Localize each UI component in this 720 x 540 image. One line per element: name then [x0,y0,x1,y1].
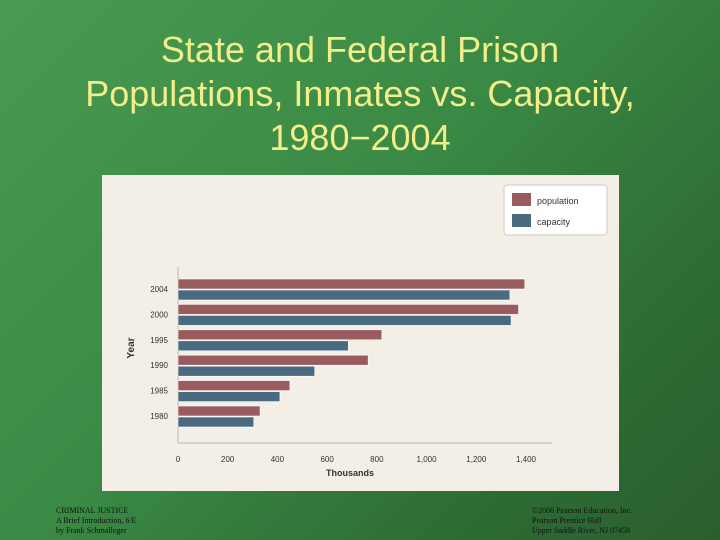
title-line-1: State and Federal Prison [160,29,560,70]
title-line-2: Populations, Inmates vs. Capacity, [85,73,635,114]
footer-right: ©2006 Pearson Education, Inc. Pearson Pr… [532,506,632,536]
x-axis-title: Thousands [326,468,374,478]
y-tick-label-1990: 1990 [150,361,168,370]
legend-swatch-capacity [512,214,531,227]
footer-left: CRIMINAL JUSTICE A Brief Introduction, 6… [56,506,136,536]
x-tick-labels: 0 200 400 600 800 1,000 1,200 1,400 [176,455,537,464]
y-tick-label-1980: 1980 [150,412,168,421]
footer-left-line-3: by Frank Schmalleger [56,526,127,535]
bar-chart: population capacity Year Thousands 20042… [126,184,608,478]
y-tick-label-1995: 1995 [150,336,168,345]
footer-right-line-3: Upper Saddle River, NJ 07458 [532,526,631,535]
slide-title: State and Federal Prison Populations, In… [20,28,700,160]
bar-capacity-1985 [177,391,281,402]
x-tick-label-400: 400 [271,455,285,464]
bar-group [177,278,526,428]
bar-capacity-2004 [177,289,511,301]
footer-right-line-1: ©2006 Pearson Education, Inc. [532,506,633,515]
y-axis-title: Year [126,337,137,358]
y-tick-label-2000: 2000 [150,310,168,319]
y-tick-labels: 2004 2000 1995 1990 1985 1980 [150,285,168,421]
x-tick-label-600: 600 [320,455,334,464]
bar-capacity-2000 [177,315,512,326]
footer-right-line-2: Pearson Prentice Hall [532,516,602,525]
bar-capacity-1995 [177,340,349,352]
title-line-3: 1980−2004 [269,117,451,158]
chart-panel: population capacity Year Thousands 2004 2… [102,175,619,491]
bar-population-1995 [177,329,383,341]
legend-frame [503,184,608,236]
y-tick-label-2004: 2004 [150,285,168,294]
bar-capacity-1980 [177,416,255,428]
x-tick-label-800: 800 [370,455,384,464]
bar-population-1985 [177,380,291,391]
x-tick-label-0: 0 [176,455,181,464]
legend-label-population: population [537,196,579,206]
legend-swatch-population [512,193,531,206]
x-tick-label-1200: 1,200 [466,455,487,464]
footer-left-line-1: CRIMINAL JUSTICE [56,506,129,515]
x-tick-label-1400: 1,400 [516,455,537,464]
bar-population-2004 [177,278,526,290]
bar-population-1980 [177,405,261,417]
x-tick-label-200: 200 [221,455,235,464]
footer-left-line-2: A Brief Introduction, 6/E [56,516,137,525]
legend-label-capacity: capacity [537,217,571,227]
bar-population-1990 [177,354,369,366]
x-tick-label-1000: 1,000 [417,455,438,464]
bar-capacity-1990 [177,365,316,377]
bar-population-2000 [177,304,519,315]
y-tick-label-1985: 1985 [150,387,168,396]
chart-legend: population capacity [503,184,608,236]
